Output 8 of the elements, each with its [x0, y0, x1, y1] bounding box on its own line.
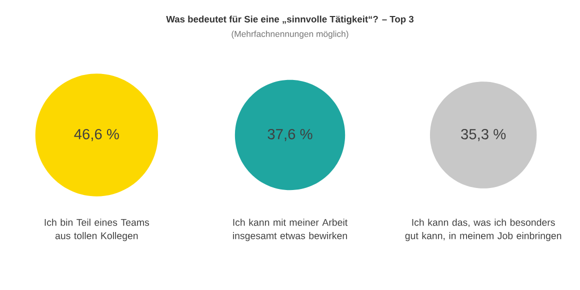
text: Was bedeutet für Sie eine „sinnvolle Tätigkeit“? – Top 3: [166, 16, 414, 24]
text: (Mehrfachnennungen möglich): [232, 30, 348, 39]
data-label: 35,3 %: [461, 128, 506, 142]
category-label: Ich kann das, was ich besonders gut kann, in meinem Job einbringen: [405, 218, 562, 242]
category-label: Ich bin Teil eines Teams aus tollen Kollegen: [44, 218, 150, 242]
data-label: 37,6 %: [268, 128, 312, 142]
data-label: 46,6 %: [74, 128, 119, 142]
category-label: Ich kann mit meiner Arbeit insgesamt etwas bewirken: [233, 218, 348, 242]
